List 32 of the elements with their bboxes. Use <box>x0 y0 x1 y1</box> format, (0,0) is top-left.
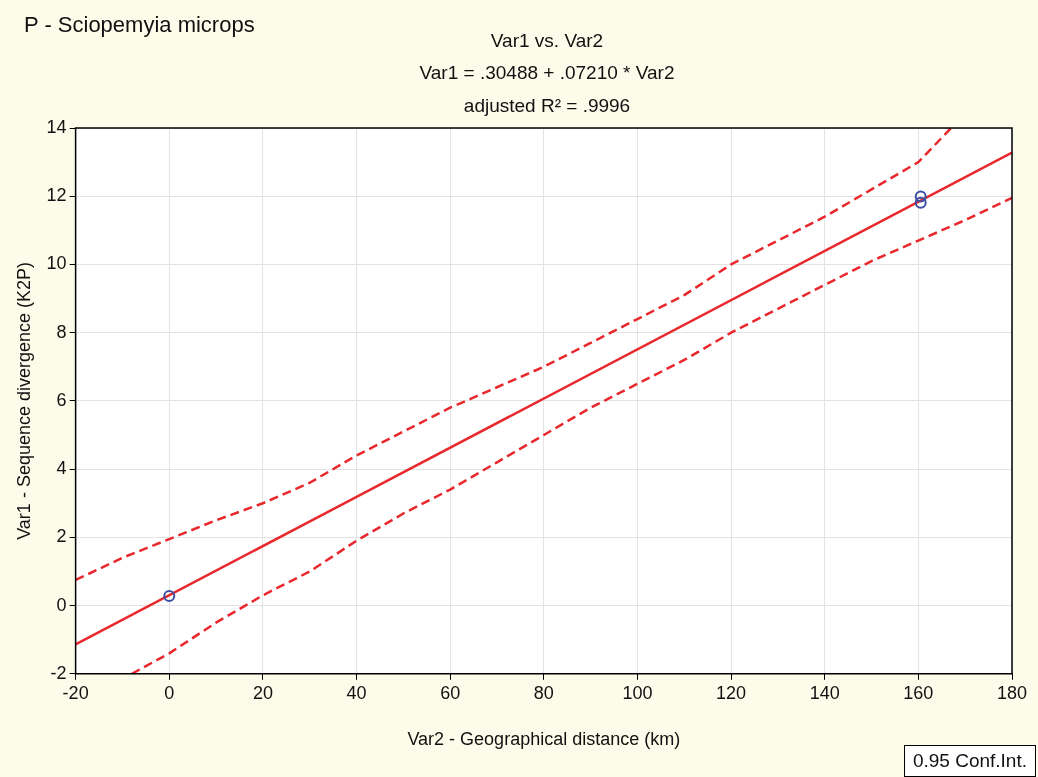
point <box>914 196 927 209</box>
x-tick-label: 140 <box>809 682 840 703</box>
y-tick-label: 10 <box>46 253 67 274</box>
text: 0.95 Conf.Int. <box>903 745 1036 777</box>
y-tick-label: 12 <box>46 185 67 206</box>
x-tick-label: 0 <box>164 682 175 703</box>
y-tick-label: 2 <box>56 526 67 547</box>
chart-title: P - Sciopemyia microps <box>24 12 255 38</box>
x-tick-label: -20 <box>62 682 89 703</box>
y-tick-label: 6 <box>56 389 67 410</box>
line-series <box>130 196 1012 674</box>
x-tick-label: 60 <box>440 682 461 703</box>
x-tick-label: 120 <box>716 682 747 703</box>
y-tick-label: 4 <box>56 458 67 479</box>
x-tick-label: 180 <box>996 682 1028 703</box>
x-tick-label: 100 <box>622 682 653 703</box>
y-tick-label: 8 <box>56 321 67 342</box>
x-axis-title: Var2 - Geographical distance (km) <box>407 729 681 750</box>
y-tick-label: -2 <box>50 662 67 683</box>
point <box>914 190 927 203</box>
x-tick-label: 20 <box>252 682 273 703</box>
y-axis-title: Var1 - Sequence divergence (K2P) <box>13 261 34 540</box>
text: adjusted R² = .9996 <box>463 95 631 117</box>
chart-subtitle: Var1 vs. Var2 <box>490 30 604 52</box>
x-tick-label: 80 <box>533 682 554 703</box>
point <box>163 590 176 603</box>
y-tick-label: 0 <box>56 594 67 615</box>
line-series <box>75 128 953 582</box>
x-tick-label: 160 <box>903 682 934 703</box>
text: Var1 = .30488 + .07210 * Var2 <box>419 62 675 84</box>
x-tick-label: 40 <box>346 682 367 703</box>
y-tick-label: 14 <box>46 116 67 137</box>
